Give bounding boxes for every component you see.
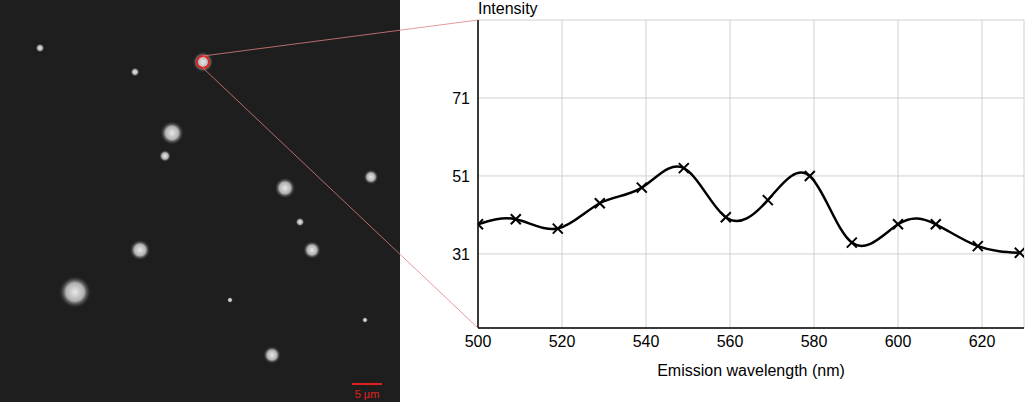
html-text:Intensity: Intensity — [478, 0, 538, 17]
svg-text:71: 71 — [452, 90, 470, 107]
svg-text:500: 500 — [465, 333, 492, 350]
svg-text:620: 620 — [969, 333, 996, 350]
svg-text:51: 51 — [452, 168, 470, 185]
svg-text:600: 600 — [885, 333, 912, 350]
svg-text:520: 520 — [549, 333, 576, 350]
svg-text:31: 31 — [452, 246, 470, 263]
svg-text:Emission wavelength (nm): Emission wavelength (nm) — [657, 362, 845, 379]
svg-text:5 µm: 5 µm — [355, 388, 380, 400]
svg-text:540: 540 — [633, 333, 660, 350]
svg-text:580: 580 — [801, 333, 828, 350]
svg-text:560: 560 — [717, 333, 744, 350]
